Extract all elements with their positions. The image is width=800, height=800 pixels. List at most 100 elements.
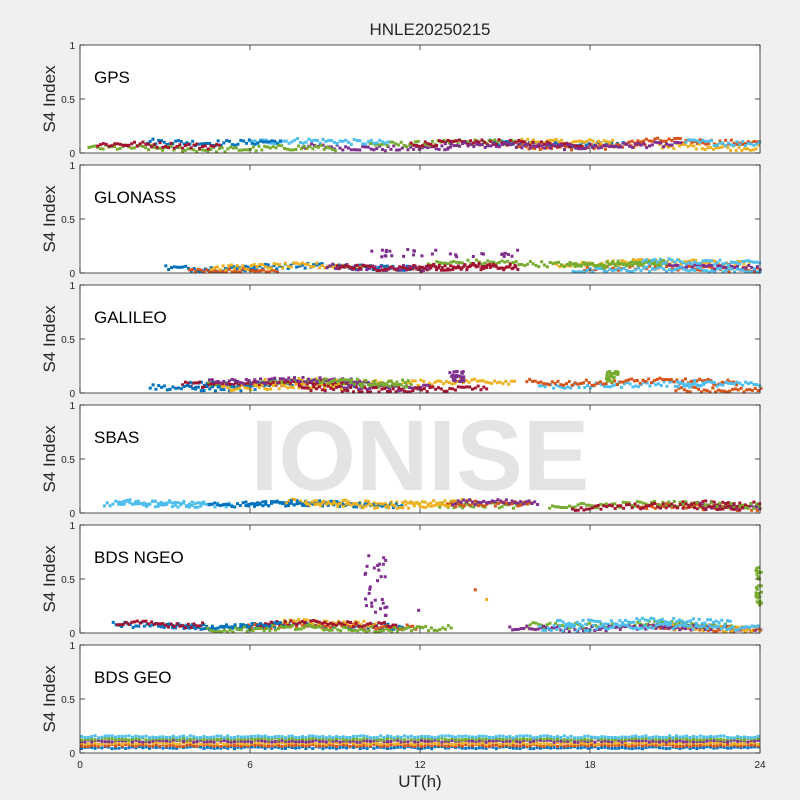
data-point (321, 504, 325, 508)
data-point (345, 741, 349, 745)
data-point (437, 147, 441, 151)
data-point (543, 146, 547, 150)
data-point (724, 144, 728, 148)
data-point (386, 622, 390, 626)
data-point (230, 626, 234, 630)
data-point (552, 386, 556, 390)
data-point (402, 254, 406, 258)
data-point (434, 265, 438, 269)
data-point (199, 389, 203, 393)
data-point (400, 625, 404, 629)
data-point (313, 138, 317, 142)
data-point (430, 747, 434, 751)
data-point (479, 268, 483, 272)
data-point (658, 257, 662, 261)
data-point (214, 150, 218, 154)
data-point (528, 737, 532, 741)
data-point (690, 625, 694, 629)
data-point (630, 737, 634, 741)
y-tick-label: 1 (69, 41, 75, 52)
data-point (600, 737, 604, 741)
data-point (596, 146, 600, 150)
data-point (537, 384, 541, 388)
data-point (614, 623, 618, 627)
data-point (557, 260, 561, 264)
data-point (301, 737, 304, 741)
data-point (571, 144, 575, 148)
data-point (181, 146, 185, 150)
data-point (667, 502, 671, 506)
data-point (202, 627, 206, 631)
data-point (277, 734, 281, 738)
data-point (565, 143, 569, 147)
data-point (441, 503, 445, 507)
data-point (175, 265, 179, 269)
data-point (188, 380, 192, 384)
data-point (462, 377, 466, 381)
data-point (263, 739, 267, 743)
data-point (263, 746, 267, 750)
data-point (718, 141, 722, 145)
data-point (247, 379, 251, 383)
data-point (607, 744, 610, 748)
data-point (192, 266, 196, 270)
data-point (341, 504, 345, 508)
data-point (432, 628, 436, 632)
data-point (750, 270, 754, 274)
data-point (654, 744, 658, 748)
data-point (675, 258, 679, 262)
data-point (134, 502, 138, 506)
data-point (545, 382, 549, 386)
data-point (304, 744, 308, 748)
data-point (499, 499, 503, 503)
data-point (130, 142, 134, 146)
data-point (349, 385, 353, 389)
figure-title: HNLE20250215 (370, 20, 491, 39)
data-point (731, 387, 735, 391)
data-point (339, 629, 343, 633)
data-point (699, 266, 703, 270)
data-point (430, 737, 434, 741)
data-point (455, 255, 459, 259)
data-point (714, 390, 718, 394)
data-point (556, 746, 559, 750)
data-point (473, 503, 477, 507)
data-point (617, 743, 621, 747)
data-point (612, 625, 616, 629)
data-point (516, 504, 520, 508)
data-point (643, 618, 647, 622)
data-point (756, 738, 760, 742)
data-point (278, 623, 282, 627)
data-point (652, 623, 656, 627)
data-point (311, 380, 315, 384)
data-point (317, 266, 321, 270)
data-point (590, 506, 594, 510)
data-point (191, 267, 195, 271)
data-point (739, 628, 743, 632)
data-point (603, 745, 607, 749)
data-point (182, 737, 185, 741)
data-point (684, 500, 688, 504)
data-point (318, 499, 322, 503)
data-point (610, 740, 614, 744)
data-point (243, 740, 247, 744)
data-point (335, 735, 338, 739)
data-point (687, 264, 691, 268)
data-point (361, 506, 365, 510)
data-point (545, 746, 549, 750)
data-point (357, 390, 361, 394)
data-point (481, 738, 485, 742)
data-point (350, 266, 354, 270)
data-point (454, 139, 458, 143)
data-point (90, 145, 94, 149)
data-point (511, 746, 515, 750)
data-point (422, 142, 426, 146)
data-point (552, 737, 556, 741)
data-point (612, 376, 616, 380)
data-point (196, 501, 200, 505)
data-point (124, 620, 128, 624)
data-point (346, 389, 350, 393)
data-point (124, 741, 128, 745)
data-point (440, 743, 444, 747)
data-point (303, 266, 307, 270)
